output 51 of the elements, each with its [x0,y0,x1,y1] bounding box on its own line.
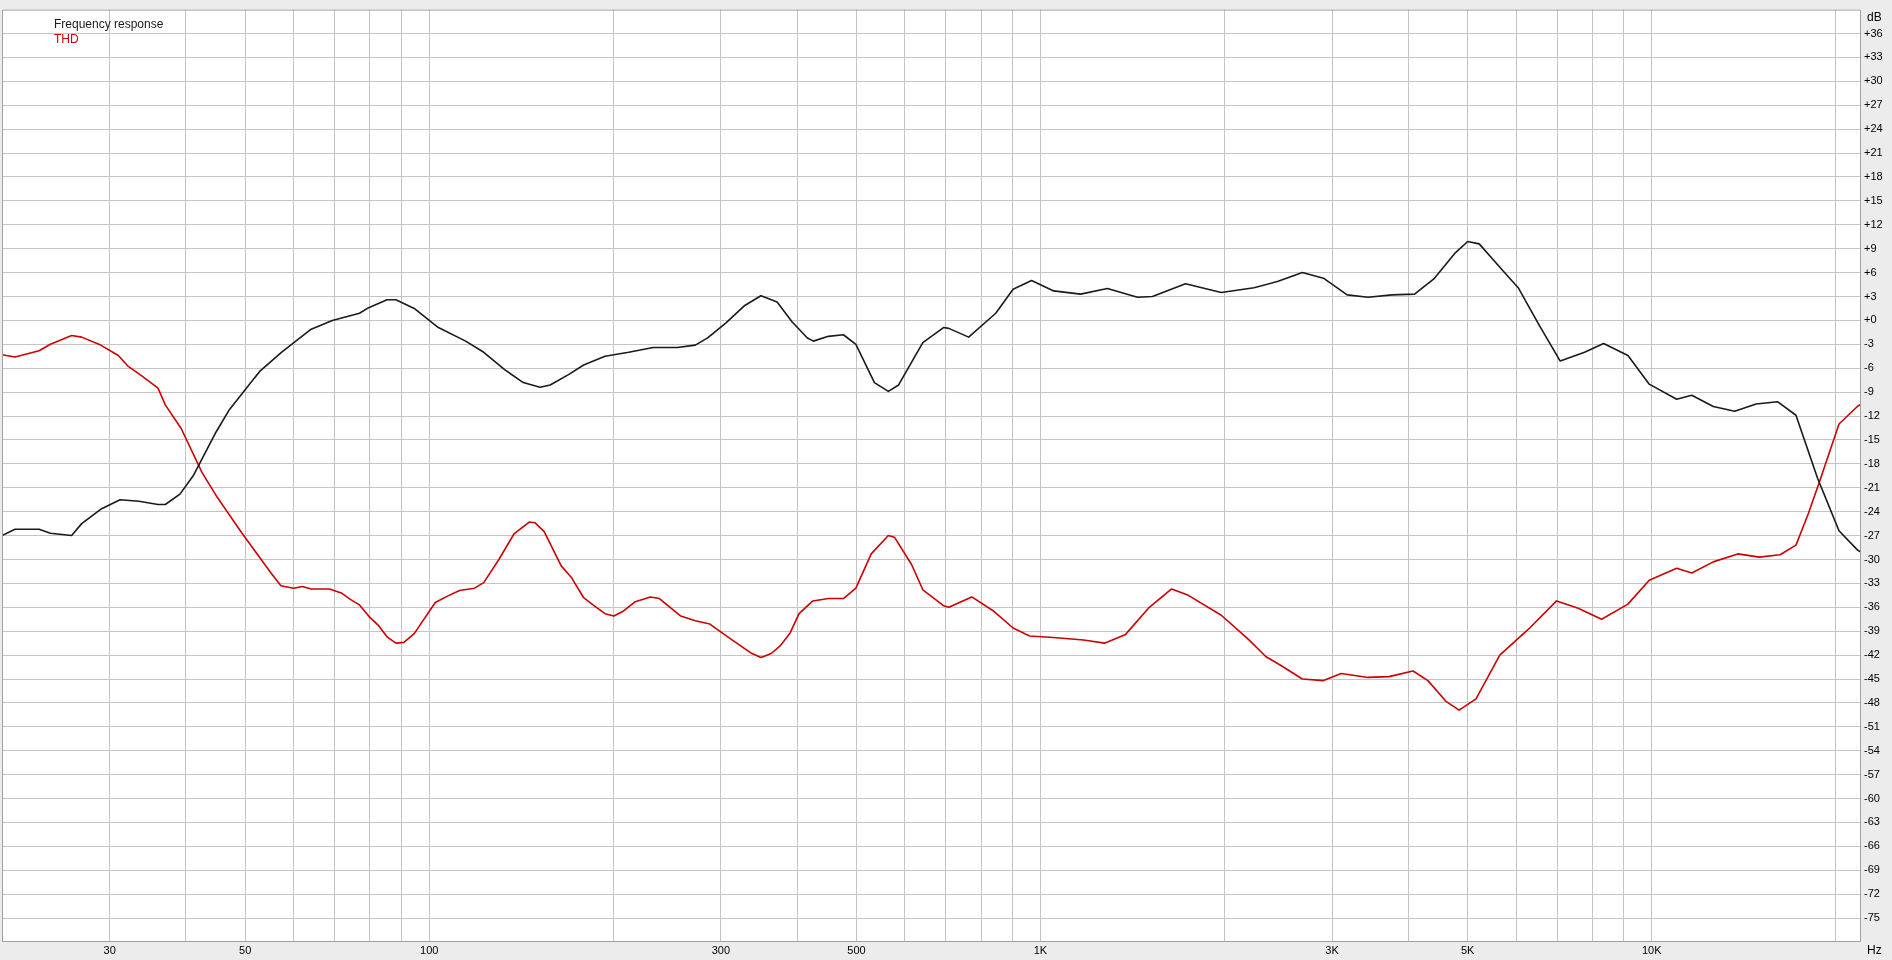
y-tick-label: -57 [1864,767,1880,780]
x-tick-label: 500 [847,943,866,956]
y-tick-label: +21 [1864,146,1883,159]
y-tick-label: -51 [1864,719,1880,732]
y-tick-label: -12 [1864,409,1880,422]
y-axis-title: dB [1867,9,1882,24]
y-tick-label: -39 [1864,624,1880,637]
y-tick-label: -36 [1864,600,1880,613]
y-tick-label: -63 [1864,815,1880,828]
y-tick-label: -18 [1864,456,1880,469]
y-tick-label: -3 [1864,337,1874,350]
y-tick-label: +6 [1864,265,1877,278]
y-tick-label: +33 [1864,50,1883,63]
y-tick-label: +9 [1864,241,1877,254]
x-tick-label: 300 [711,943,731,956]
y-tick-label: -72 [1864,887,1880,900]
y-tick-label: -30 [1864,552,1880,565]
y-tick-label: -24 [1864,504,1880,517]
x-tick-label: 50 [239,943,252,956]
y-tick-label: -42 [1864,648,1880,661]
text: THD [54,31,79,46]
x-axis-title: Hz [1867,943,1882,958]
y-tick-label: -48 [1864,695,1880,708]
y-tick-label: -6 [1864,361,1874,374]
x-tick-label: 5K [1460,943,1476,956]
x-tick-label: 100 [420,943,439,956]
y-tick-label: -15 [1864,432,1880,445]
y-tick-label: +15 [1864,193,1883,206]
x-tick-label: 1K [1033,943,1048,956]
x-tick-label: 10K [1641,943,1663,956]
y-tick-label: +27 [1864,98,1883,111]
y-tick-label: -75 [1864,911,1880,924]
y-tick-label: +12 [1864,217,1883,230]
y-tick-label: -33 [1864,576,1880,589]
y-tick-label: -9 [1864,385,1874,398]
y-tick-label: +3 [1864,289,1877,302]
x-tick-label: 3K [1325,943,1340,956]
y-tick-label: +18 [1864,169,1883,182]
y-tick-label: -60 [1864,791,1880,804]
text: Frequency response [54,16,164,31]
y-tick-label: -21 [1864,480,1880,493]
y-tick-label: +24 [1864,122,1883,135]
y-tick-label: +36 [1864,26,1883,39]
y-tick-label: +30 [1864,74,1883,87]
y-tick-label: -66 [1864,839,1880,852]
x-tick-label: 30 [103,943,116,956]
y-tick-label: -69 [1864,863,1880,876]
y-tick-label: -54 [1864,743,1880,756]
y-tick-label: +0 [1864,313,1877,326]
y-tick-label: -45 [1864,672,1880,685]
y-tick-label: -27 [1864,528,1880,541]
